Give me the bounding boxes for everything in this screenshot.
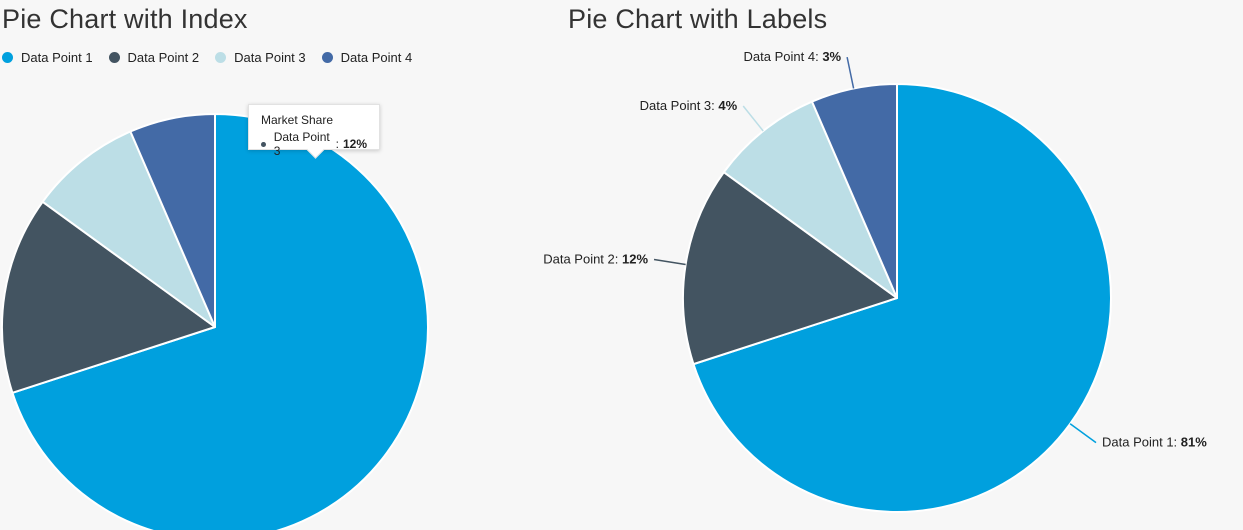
pie-label-leader-line	[742, 105, 764, 132]
tooltip-colon: :	[335, 137, 339, 151]
tooltip: Market Share Data Point 3: 12%	[248, 104, 380, 158]
legend-item-data-point-2[interactable]: Data Point 2	[108, 50, 200, 65]
pie-label-leader-line	[653, 258, 686, 266]
legend-swatch	[2, 52, 13, 63]
pie-label-leader-line	[1069, 423, 1097, 444]
chart-title-index: Pie Chart with Index	[2, 4, 248, 34]
legend: Data Point 1 Data Point 2 Data Point 3 D…	[2, 50, 428, 65]
pie-label-data-point-4: Data Point 4: 3%	[744, 49, 855, 89]
legend-label: Data Point 3	[234, 50, 306, 65]
pie-slice-data-point-3[interactable]	[41, 130, 216, 328]
pie-label-data-point-2: Data Point 2: 12%	[543, 252, 686, 267]
pie-slice-data-point-2[interactable]	[1, 200, 216, 394]
pie-label-value: 4%	[718, 98, 737, 113]
pie-chart-index	[1, 113, 429, 530]
pie-slice-data-point-2[interactable]	[682, 171, 898, 366]
pie-label-value: 3%	[822, 49, 841, 64]
pie-label-value: 81%	[1181, 435, 1207, 450]
legend-label: Data Point 4	[340, 50, 413, 65]
tooltip-dot	[261, 141, 266, 147]
pie-slice-data-point-4[interactable]	[129, 113, 216, 328]
legend-swatch	[215, 52, 227, 63]
legend-item-data-point-1[interactable]: Data Point 1	[2, 50, 93, 65]
tooltip-series: Data Point 3	[273, 130, 330, 158]
pie-label-name: Data Point 1:	[1102, 435, 1181, 450]
pie-slice-data-point-1[interactable]	[11, 113, 429, 530]
pie-label-text: Data Point 2: 12%	[543, 252, 648, 267]
tooltip-row: Data Point 3: 12%	[261, 130, 367, 158]
pie-label-value: 12%	[622, 252, 648, 267]
pie-label-leader-line	[846, 56, 855, 89]
legend-item-data-point-3[interactable]: Data Point 3	[215, 50, 306, 65]
chart-title-labels: Pie Chart with Labels	[568, 4, 828, 34]
pie-label-data-point-3: Data Point 3: 4%	[640, 98, 764, 132]
pie-label-text: Data Point 4: 3%	[744, 49, 842, 64]
tooltip-title: Market Share	[261, 113, 334, 127]
pie-chart-labels: Data Point 1: 81%Data Point 2: 12%Data P…	[543, 49, 1207, 513]
legend-swatch	[321, 52, 333, 63]
legend-item-data-point-4[interactable]: Data Point 4	[321, 50, 413, 65]
legend-label: Data Point 1	[21, 50, 93, 65]
tooltip-value: 12%	[342, 137, 367, 151]
pie-label-text: Data Point 3: 4%	[640, 98, 738, 113]
legend-label: Data Point 2	[127, 50, 200, 65]
pie-label-name: Data Point 2:	[543, 252, 622, 267]
pie-label-name: Data Point 3:	[640, 98, 719, 113]
pie-slice-data-point-1[interactable]	[692, 83, 1112, 513]
pie-label-name: Data Point 4:	[744, 49, 823, 64]
pie-label-data-point-1: Data Point 1: 81%	[1069, 423, 1207, 450]
legend-swatch	[108, 52, 120, 63]
pie-label-text: Data Point 1: 81%	[1102, 435, 1207, 450]
